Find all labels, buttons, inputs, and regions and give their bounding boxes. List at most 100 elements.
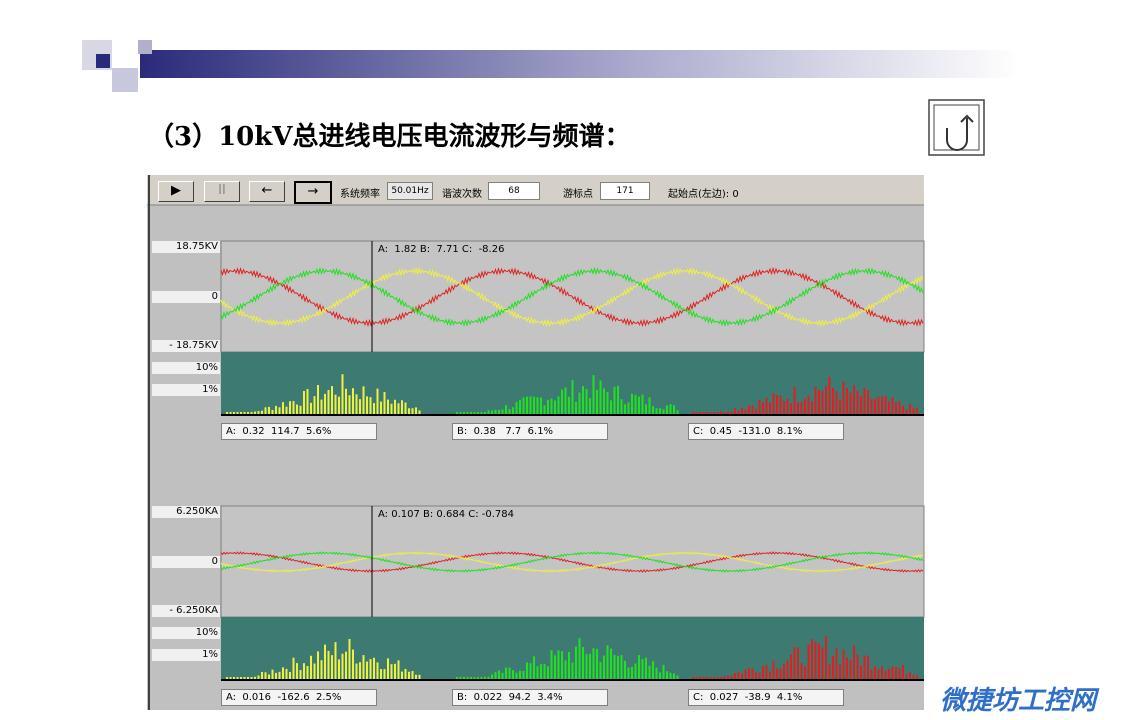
spectrum-bar — [606, 645, 609, 679]
spectrum-bar — [652, 661, 654, 679]
spectrum-bar — [401, 400, 403, 414]
spectrum-bar — [666, 405, 668, 414]
spectrum-bar — [401, 671, 403, 679]
spectrum-bar — [860, 396, 862, 414]
spectrum-bar — [236, 677, 239, 679]
spectrum-bar — [261, 671, 263, 679]
spectrum-bar — [779, 668, 782, 679]
spectrum-bar — [411, 671, 414, 679]
spectrum-bar — [505, 405, 507, 414]
spectrum-bar — [713, 412, 715, 414]
spectrum-bar — [352, 649, 354, 679]
spectrum-bar — [818, 390, 820, 414]
spectrum-bar — [494, 672, 497, 679]
slide-title: （3）10kV总进线电压电流波形与频谱： — [148, 122, 631, 152]
spectrum-bar — [331, 655, 333, 679]
spectrum-bar — [515, 401, 518, 414]
spectrum-bar — [578, 638, 581, 679]
spectrum-bar — [303, 390, 305, 414]
spectrum-bar — [641, 659, 644, 679]
spectrum-bar — [338, 659, 340, 679]
spectrum-bar — [748, 667, 750, 679]
phase-readout: B: 0.38 7.7 6.1% — [452, 423, 608, 440]
spectrum-bar — [610, 400, 612, 414]
spectrum-bar — [744, 409, 747, 414]
spectrum-bar — [835, 648, 838, 679]
spectrum-bar — [345, 388, 347, 414]
spectrum-bar — [849, 392, 852, 414]
spectrum-bar — [331, 386, 333, 414]
spectrum-bar — [264, 407, 267, 414]
spectrum-bar — [874, 398, 876, 414]
spectrum-bar — [348, 395, 351, 414]
spectrum-bar — [624, 660, 626, 679]
spectrum-bar — [282, 402, 284, 414]
spectrum-bar — [250, 412, 253, 414]
spectrum-bar — [254, 411, 256, 414]
spectrum-bar — [599, 661, 602, 679]
spectrum-bar — [292, 401, 295, 414]
spectrum-bar — [755, 408, 757, 414]
spectrum-bar — [695, 412, 698, 414]
spectrum-bar — [373, 403, 375, 414]
prev-button[interactable]: ← — [249, 181, 285, 202]
spectrum-bar — [529, 396, 532, 414]
spectrum-bar — [240, 677, 242, 679]
spectrum-bar — [863, 387, 866, 414]
spectrum-bar — [800, 663, 803, 679]
spectrum-bar — [578, 392, 581, 414]
spectrum-bar — [912, 407, 915, 414]
spectrum-bar — [508, 667, 511, 679]
spectrum-bar — [617, 385, 619, 414]
waveform — [220, 266, 924, 327]
return-button[interactable] — [928, 99, 985, 156]
spectrum-bar — [376, 662, 379, 679]
spectrum-bar — [853, 385, 855, 414]
spectrum-bar — [320, 660, 323, 679]
spectrum-bar — [888, 668, 890, 679]
spectrum-bar — [720, 411, 722, 414]
spectrum-bar — [730, 411, 733, 414]
spectrum-bar — [905, 409, 908, 414]
spectrum-bar — [692, 412, 694, 414]
spectrum-bar — [512, 670, 514, 679]
spectrum-bar — [751, 668, 754, 679]
spectrum-bar — [466, 677, 469, 679]
spectrum-bar — [292, 657, 295, 679]
harmonic-input[interactable]: 68 — [488, 182, 540, 200]
spectrum-bar — [807, 395, 810, 414]
spectrum-bar — [254, 676, 256, 679]
spectrum-bar — [334, 642, 337, 679]
pause-button[interactable]: II — [204, 181, 240, 202]
spectrum-bar — [734, 408, 736, 414]
spectrum-bar — [891, 666, 894, 679]
spectrum-bar — [348, 639, 351, 679]
spectrum-bar — [898, 401, 901, 414]
spectrum-bar — [271, 409, 274, 414]
spectrum-bar — [610, 648, 612, 679]
spectrum-bar — [902, 405, 904, 414]
spectrum-bar — [561, 651, 563, 679]
spectrum-bar — [895, 667, 897, 679]
spectrum-bar — [411, 408, 414, 414]
spectrum-bar — [662, 664, 665, 679]
cursor-input[interactable]: 171 — [600, 182, 650, 200]
spectrum-bar — [790, 654, 792, 679]
spectrum-bar — [355, 394, 358, 414]
spectrum-bar — [638, 655, 640, 679]
spectrum-bar — [408, 408, 410, 414]
spectrum-bar — [324, 644, 326, 679]
play-button[interactable]: ▶ — [158, 181, 194, 202]
spectrum-bar — [404, 668, 407, 679]
spectrum-bar — [512, 407, 514, 414]
spectrum-bar — [769, 671, 771, 679]
spectrum-bar — [898, 668, 901, 679]
next-button[interactable]: → — [294, 181, 332, 204]
spectrum-bar — [863, 655, 866, 679]
spectrum-bar — [669, 404, 672, 414]
spectrum-bar — [839, 664, 841, 679]
spectrum-bar — [751, 405, 754, 414]
spectrum-bar — [568, 396, 570, 414]
spectrum-bar — [811, 639, 813, 679]
spectrum-bar — [387, 399, 389, 414]
